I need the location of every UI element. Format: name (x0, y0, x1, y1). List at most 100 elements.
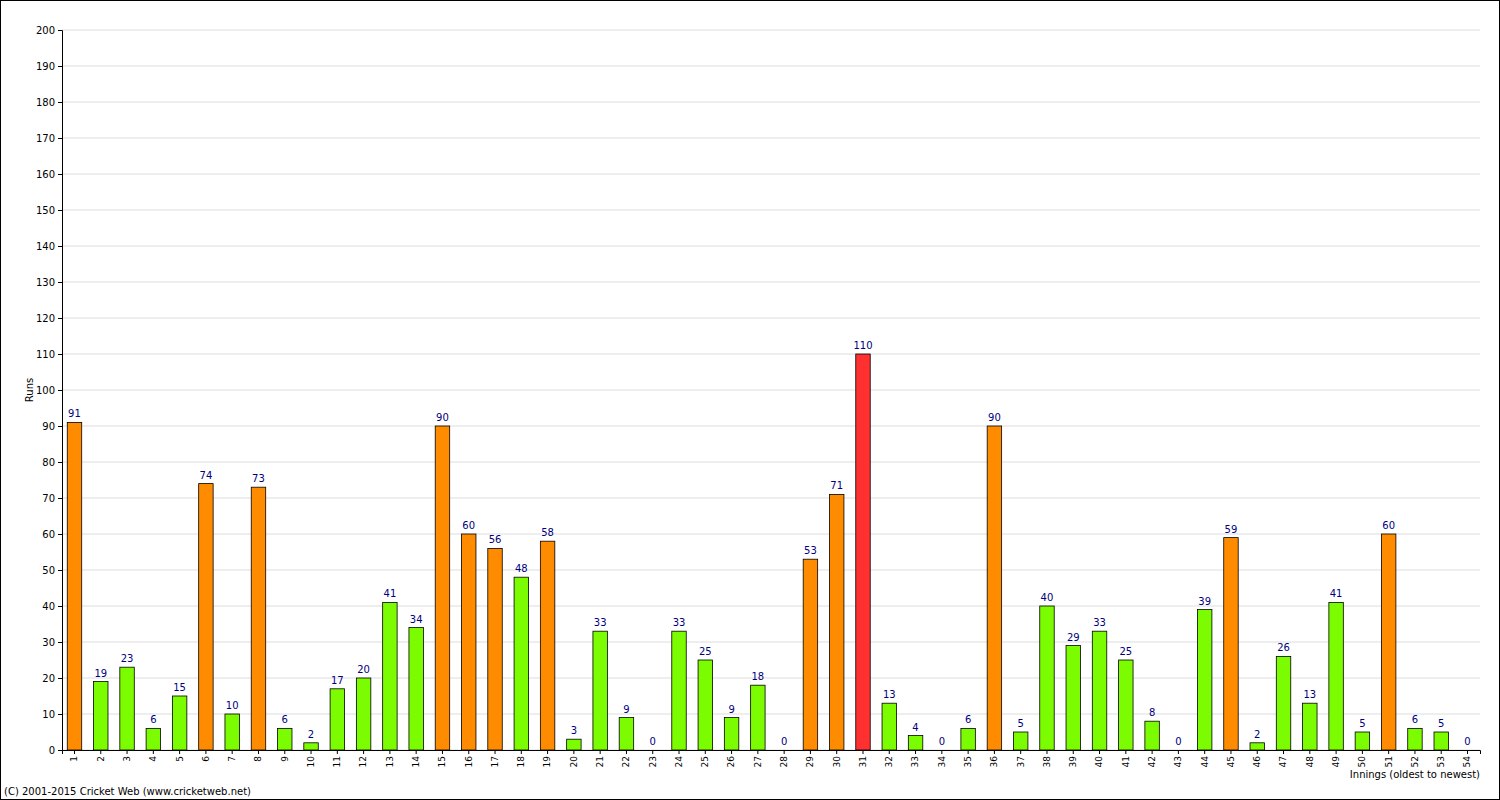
data-label: 13 (883, 689, 896, 700)
data-label: 3 (571, 725, 577, 736)
x-tick: 17 (490, 750, 500, 767)
x-tick: 15 (437, 750, 447, 767)
x-tick: 8 (253, 750, 263, 762)
x-tick-label: 36 (989, 756, 999, 768)
grid-line (62, 606, 1480, 607)
data-label: 39 (1198, 596, 1211, 607)
x-tick-label: 18 (516, 756, 526, 768)
x-tick: 19 (542, 750, 552, 767)
x-tick-mark (757, 750, 758, 754)
x-tick-mark (810, 750, 811, 754)
y-tick: 160 (36, 169, 62, 180)
y-tick: 170 (36, 133, 62, 144)
bar (619, 718, 633, 750)
bar (514, 577, 528, 750)
x-tick-mark (1467, 750, 1468, 754)
bar (961, 728, 975, 750)
bar (1224, 538, 1238, 750)
x-tick-label: 43 (1173, 756, 1183, 767)
data-label: 26 (1277, 642, 1290, 653)
bar (882, 703, 896, 750)
x-tick-mark (1125, 750, 1126, 754)
y-tick-label: 80 (42, 457, 55, 468)
data-label: 73 (252, 473, 265, 484)
x-tick-label: 33 (910, 756, 920, 767)
x-tick-label: 6 (201, 756, 211, 762)
y-axis-title: Runs (24, 378, 35, 402)
bar (67, 422, 81, 750)
x-tick-label: 4 (148, 756, 158, 762)
x-tick-mark (127, 750, 128, 754)
y-tick: 30 (42, 637, 62, 648)
bar (488, 548, 502, 750)
x-tick: 34 (937, 750, 947, 767)
y-tick-label: 150 (36, 205, 55, 216)
data-label: 9 (728, 704, 734, 715)
y-axis: 0102030405060708090100110120130140150160… (36, 25, 63, 756)
bar (751, 685, 765, 750)
data-label: 0 (781, 736, 787, 747)
x-tick: 1 (69, 750, 79, 762)
x-tick: 4 (148, 750, 158, 762)
x-tick-mark (521, 750, 522, 754)
y-tick-label: 140 (36, 241, 55, 252)
x-tick-mark (311, 750, 312, 754)
data-label: 0 (1464, 736, 1470, 747)
y-tick-label: 40 (42, 601, 55, 612)
x-tick-label: 26 (726, 756, 736, 768)
x-tick-label: 45 (1226, 756, 1236, 767)
x-tick-mark (100, 750, 101, 754)
x-tick: 48 (1305, 750, 1315, 767)
bar (1303, 703, 1317, 750)
y-tick-mark (58, 246, 62, 247)
x-tick: 7 (227, 750, 237, 762)
bar (1381, 534, 1395, 750)
x-tick: 50 (1357, 750, 1367, 767)
y-tick-mark (58, 30, 62, 31)
data-label: 60 (462, 520, 475, 531)
x-tick-label: 1 (69, 756, 79, 762)
x-tick: 24 (674, 750, 684, 767)
x-tick-label: 21 (595, 756, 605, 767)
x-tick-label: 52 (1410, 756, 1420, 767)
bar (225, 714, 239, 750)
data-label: 90 (436, 412, 449, 423)
x-tick-label: 27 (753, 756, 763, 767)
data-label: 29 (1067, 632, 1080, 643)
grid-line (62, 534, 1480, 535)
y-tick-label: 190 (36, 61, 55, 72)
x-tick: 41 (1121, 750, 1131, 767)
y-tick: 90 (42, 421, 62, 432)
x-tick-mark (468, 750, 469, 754)
bar (146, 728, 160, 750)
data-label: 110 (853, 340, 872, 351)
x-tick: 2 (96, 750, 106, 762)
x-tick-mark (679, 750, 680, 754)
bar (1355, 732, 1369, 750)
y-tick-mark (58, 138, 62, 139)
x-tick-mark (1020, 750, 1021, 754)
x-tick-label: 19 (542, 756, 552, 768)
x-tick: 18 (516, 750, 526, 767)
x-tick-mark (652, 750, 653, 754)
y-tick: 180 (36, 97, 62, 108)
bar (330, 689, 344, 750)
x-tick-mark (1152, 750, 1153, 754)
x-tick: 42 (1147, 750, 1157, 767)
bar (1013, 732, 1027, 750)
data-label: 33 (594, 617, 607, 628)
x-tick: 36 (989, 750, 999, 767)
bar (199, 484, 213, 750)
bar (803, 559, 817, 750)
bar (1119, 660, 1133, 750)
x-tick-label: 37 (1016, 756, 1026, 767)
x-tick-mark (994, 750, 995, 754)
grid-line (62, 210, 1480, 211)
y-tick-mark (58, 534, 62, 535)
x-tick-mark (626, 750, 627, 754)
x-tick-label: 35 (963, 756, 973, 767)
x-tick-mark (1257, 750, 1258, 754)
x-tick-mark (1441, 750, 1442, 754)
bar (251, 487, 265, 750)
bar (829, 494, 843, 750)
